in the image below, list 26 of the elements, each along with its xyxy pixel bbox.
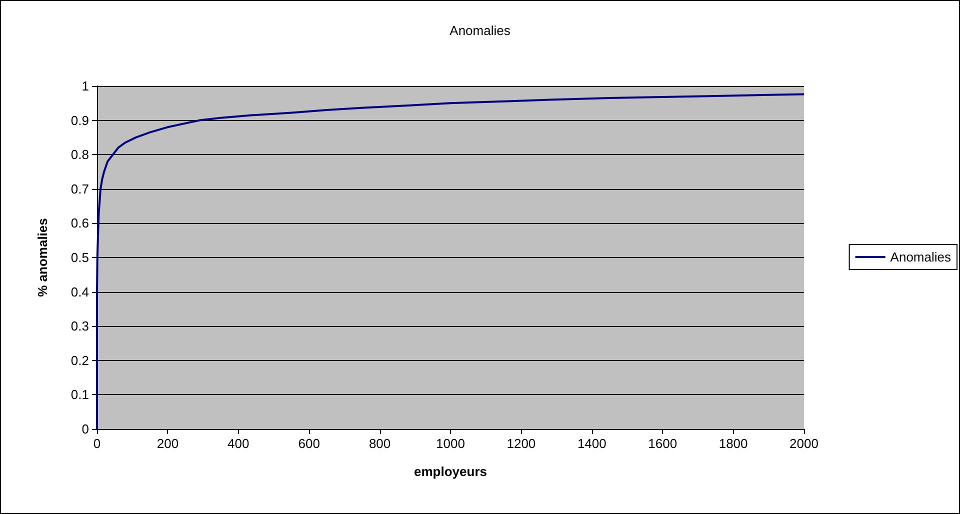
x-tick-label: 800 (368, 436, 391, 451)
y-tick-label: 0.9 (70, 112, 89, 128)
y-axis-title: % anomalies (35, 218, 50, 297)
x-axis-title: employeurs (414, 464, 487, 479)
y-tick-label: 0.1 (70, 387, 89, 402)
legend-label: Anomalies (890, 250, 952, 264)
y-tick-label: 0.3 (70, 318, 89, 334)
x-tick-label: 200 (156, 436, 179, 451)
y-tick-label: 0.7 (70, 181, 89, 196)
x-tick-label: 400 (228, 436, 250, 451)
y-tick-label: 0 (82, 422, 89, 436)
x-tick-label: 1200 (506, 436, 536, 451)
x-tick-label: 0 (93, 436, 101, 451)
x-tick-label: 2000 (790, 436, 818, 451)
x-tick-label: 1800 (718, 436, 748, 451)
y-tick-label: 0.4 (70, 284, 89, 300)
y-tick-label: 0.8 (70, 147, 89, 162)
y-tick-label: 0.2 (70, 352, 89, 368)
y-tick-label: 0.5 (70, 250, 89, 265)
x-tick-label: 1600 (648, 436, 678, 451)
y-tick-label: 1 (82, 78, 89, 94)
x-tick-label: 1400 (577, 436, 606, 451)
chart-title: Anomalies (450, 23, 511, 38)
x-tick-label: 1000 (436, 436, 465, 451)
x-tick-label: 600 (298, 436, 320, 451)
y-tick-label: 0.6 (70, 216, 89, 231)
